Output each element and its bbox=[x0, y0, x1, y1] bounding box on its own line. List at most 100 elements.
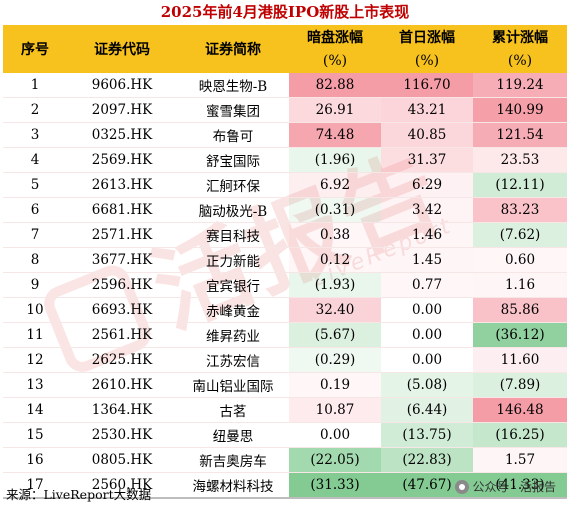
wechat-credit: 公众号 · 活报告 bbox=[454, 478, 556, 495]
cell-idx: 11 bbox=[3, 322, 67, 348]
cell-dark: (0.31) bbox=[289, 197, 381, 223]
cell-name: 维昇药业 bbox=[177, 322, 289, 348]
cell-code: 2561.HK bbox=[67, 322, 177, 348]
cell-idx: 16 bbox=[3, 447, 67, 473]
cell-code: 2569.HK bbox=[67, 147, 177, 173]
cell-dark: 74.48 bbox=[289, 122, 381, 148]
cell-code: 2610.HK bbox=[67, 372, 177, 398]
wechat-icon bbox=[454, 479, 469, 494]
cell-code: 2571.HK bbox=[67, 222, 177, 248]
cell-name: 正力新能 bbox=[177, 247, 289, 273]
cell-name: 映恩生物-B bbox=[177, 73, 289, 98]
cell-cum: (36.12) bbox=[473, 322, 567, 348]
cell-name: 舒宝国际 bbox=[177, 147, 289, 173]
cell-dark: 0.00 bbox=[289, 422, 381, 448]
table-row: 4 2569.HK 舒宝国际 (1.96) 31.37 23.53 bbox=[3, 147, 567, 173]
table-row: 16 0805.HK 新吉奥房车 (22.05) (22.83) 1.57 bbox=[3, 447, 567, 473]
table-row: 13 2610.HK 南山铝业国际 0.19 (5.08) (7.89) bbox=[3, 372, 567, 398]
table-row: 12 2625.HK 江苏宏信 (0.29) 0.00 11.60 bbox=[3, 347, 567, 373]
cell-code: 3677.HK bbox=[67, 247, 177, 273]
table-row: 6 6681.HK 脑动极光-B (0.31) 3.42 83.23 bbox=[3, 197, 567, 223]
cell-first: 0.00 bbox=[381, 297, 473, 323]
table-row: 2 2097.HK 蜜雪集团 26.91 43.21 140.99 bbox=[3, 97, 567, 123]
cell-first: 116.70 bbox=[381, 73, 473, 98]
cell-cum: 121.54 bbox=[473, 122, 567, 148]
cell-name: 南山铝业国际 bbox=[177, 372, 289, 398]
cell-dark: 0.19 bbox=[289, 372, 381, 398]
cell-cum: (7.89) bbox=[473, 372, 567, 398]
cell-dark: 82.88 bbox=[289, 73, 381, 98]
cell-name: 古茗 bbox=[177, 397, 289, 423]
cell-name: 布鲁可 bbox=[177, 122, 289, 148]
cell-name: 汇舸环保 bbox=[177, 172, 289, 198]
cell-first: (6.44) bbox=[381, 397, 473, 423]
cell-dark: (1.93) bbox=[289, 272, 381, 298]
cell-first: (5.08) bbox=[381, 372, 473, 398]
cell-cum: 146.48 bbox=[473, 397, 567, 423]
cell-dark: (5.67) bbox=[289, 322, 381, 348]
cell-cum: 85.86 bbox=[473, 297, 567, 323]
cell-cum: 83.23 bbox=[473, 197, 567, 223]
cell-code: 2613.HK bbox=[67, 172, 177, 198]
cell-idx: 4 bbox=[3, 147, 67, 173]
cell-name: 赛目科技 bbox=[177, 222, 289, 248]
cell-dark: (31.33) bbox=[289, 472, 381, 499]
cell-idx: 15 bbox=[3, 422, 67, 448]
col-header-idx: 序号 bbox=[3, 25, 67, 73]
col-unit-first: (%) bbox=[381, 49, 473, 73]
table-row: 5 2613.HK 汇舸环保 6.92 6.29 (12.11) bbox=[3, 172, 567, 198]
cell-dark: 0.12 bbox=[289, 247, 381, 273]
cell-cum: (12.11) bbox=[473, 172, 567, 198]
cell-dark: 0.38 bbox=[289, 222, 381, 248]
cell-first: (22.83) bbox=[381, 447, 473, 473]
cell-dark: (22.05) bbox=[289, 447, 381, 473]
cell-cum: (16.25) bbox=[473, 422, 567, 448]
cell-dark: 26.91 bbox=[289, 97, 381, 123]
table-row: 7 2571.HK 赛目科技 0.38 1.46 (7.62) bbox=[3, 222, 567, 248]
cell-name: 海螺材料科技 bbox=[177, 472, 289, 499]
source-note: 来源：LiveReport大数据 bbox=[6, 487, 152, 502]
cell-dark: 6.92 bbox=[289, 172, 381, 198]
table-row: 14 1364.HK 古茗 10.87 (6.44) 146.48 bbox=[3, 397, 567, 423]
cell-first: 0.00 bbox=[381, 347, 473, 373]
cell-cum: (7.62) bbox=[473, 222, 567, 248]
cell-idx: 7 bbox=[3, 222, 67, 248]
cell-idx: 1 bbox=[3, 73, 67, 98]
table-row: 9 2596.HK 宜宾银行 (1.93) 0.77 1.16 bbox=[3, 272, 567, 298]
cell-idx: 17 bbox=[3, 472, 67, 499]
cell-cum: 1.16 bbox=[473, 272, 567, 298]
cell-idx: 12 bbox=[3, 347, 67, 373]
cell-code: 6681.HK bbox=[67, 197, 177, 223]
cell-idx: 8 bbox=[3, 247, 67, 273]
credit-text: 公众号 · 活报告 bbox=[472, 480, 556, 494]
col-header-code: 证券代码 bbox=[67, 25, 177, 73]
cell-cum: 140.99 bbox=[473, 97, 567, 123]
cell-first: (13.75) bbox=[381, 422, 473, 448]
cell-idx: 5 bbox=[3, 172, 67, 198]
table-row: 10 6693.HK 赤峰黄金 32.40 0.00 85.86 bbox=[3, 297, 567, 323]
cell-dark: 32.40 bbox=[289, 297, 381, 323]
ipo-performance-table: 序号 证券代码 证券简称 暗盘涨幅 首日涨幅 累计涨幅 (%) (%) (%) … bbox=[3, 25, 567, 499]
cell-cum: (41.33) bbox=[473, 472, 567, 499]
table-row: 11 2561.HK 维昇药业 (5.67) 0.00 (36.12) bbox=[3, 322, 567, 348]
col-header-dark: 暗盘涨幅 bbox=[289, 25, 381, 49]
cell-first: 3.42 bbox=[381, 197, 473, 223]
cell-idx: 13 bbox=[3, 372, 67, 398]
table-row: 15 2530.HK 纽曼思 0.00 (13.75) (16.25) bbox=[3, 422, 567, 448]
cell-code: 2596.HK bbox=[67, 272, 177, 298]
cell-code: 2625.HK bbox=[67, 347, 177, 373]
cell-code: 1364.HK bbox=[67, 397, 177, 423]
cell-code: 6693.HK bbox=[67, 297, 177, 323]
cell-dark: 10.87 bbox=[289, 397, 381, 423]
cell-idx: 3 bbox=[3, 122, 67, 148]
cell-code: 0805.HK bbox=[67, 447, 177, 473]
cell-name: 江苏宏信 bbox=[177, 347, 289, 373]
table-row: 1 9606.HK 映恩生物-B 82.88 116.70 119.24 bbox=[3, 73, 567, 98]
cell-idx: 9 bbox=[3, 272, 67, 298]
cell-first: 43.21 bbox=[381, 97, 473, 123]
cell-first: 31.37 bbox=[381, 147, 473, 173]
table-title: 2025年前4月港股IPO新股上市表现 bbox=[160, 3, 410, 21]
col-header-name: 证券简称 bbox=[177, 25, 289, 73]
cell-name: 纽曼思 bbox=[177, 422, 289, 448]
cell-idx: 2 bbox=[3, 97, 67, 123]
